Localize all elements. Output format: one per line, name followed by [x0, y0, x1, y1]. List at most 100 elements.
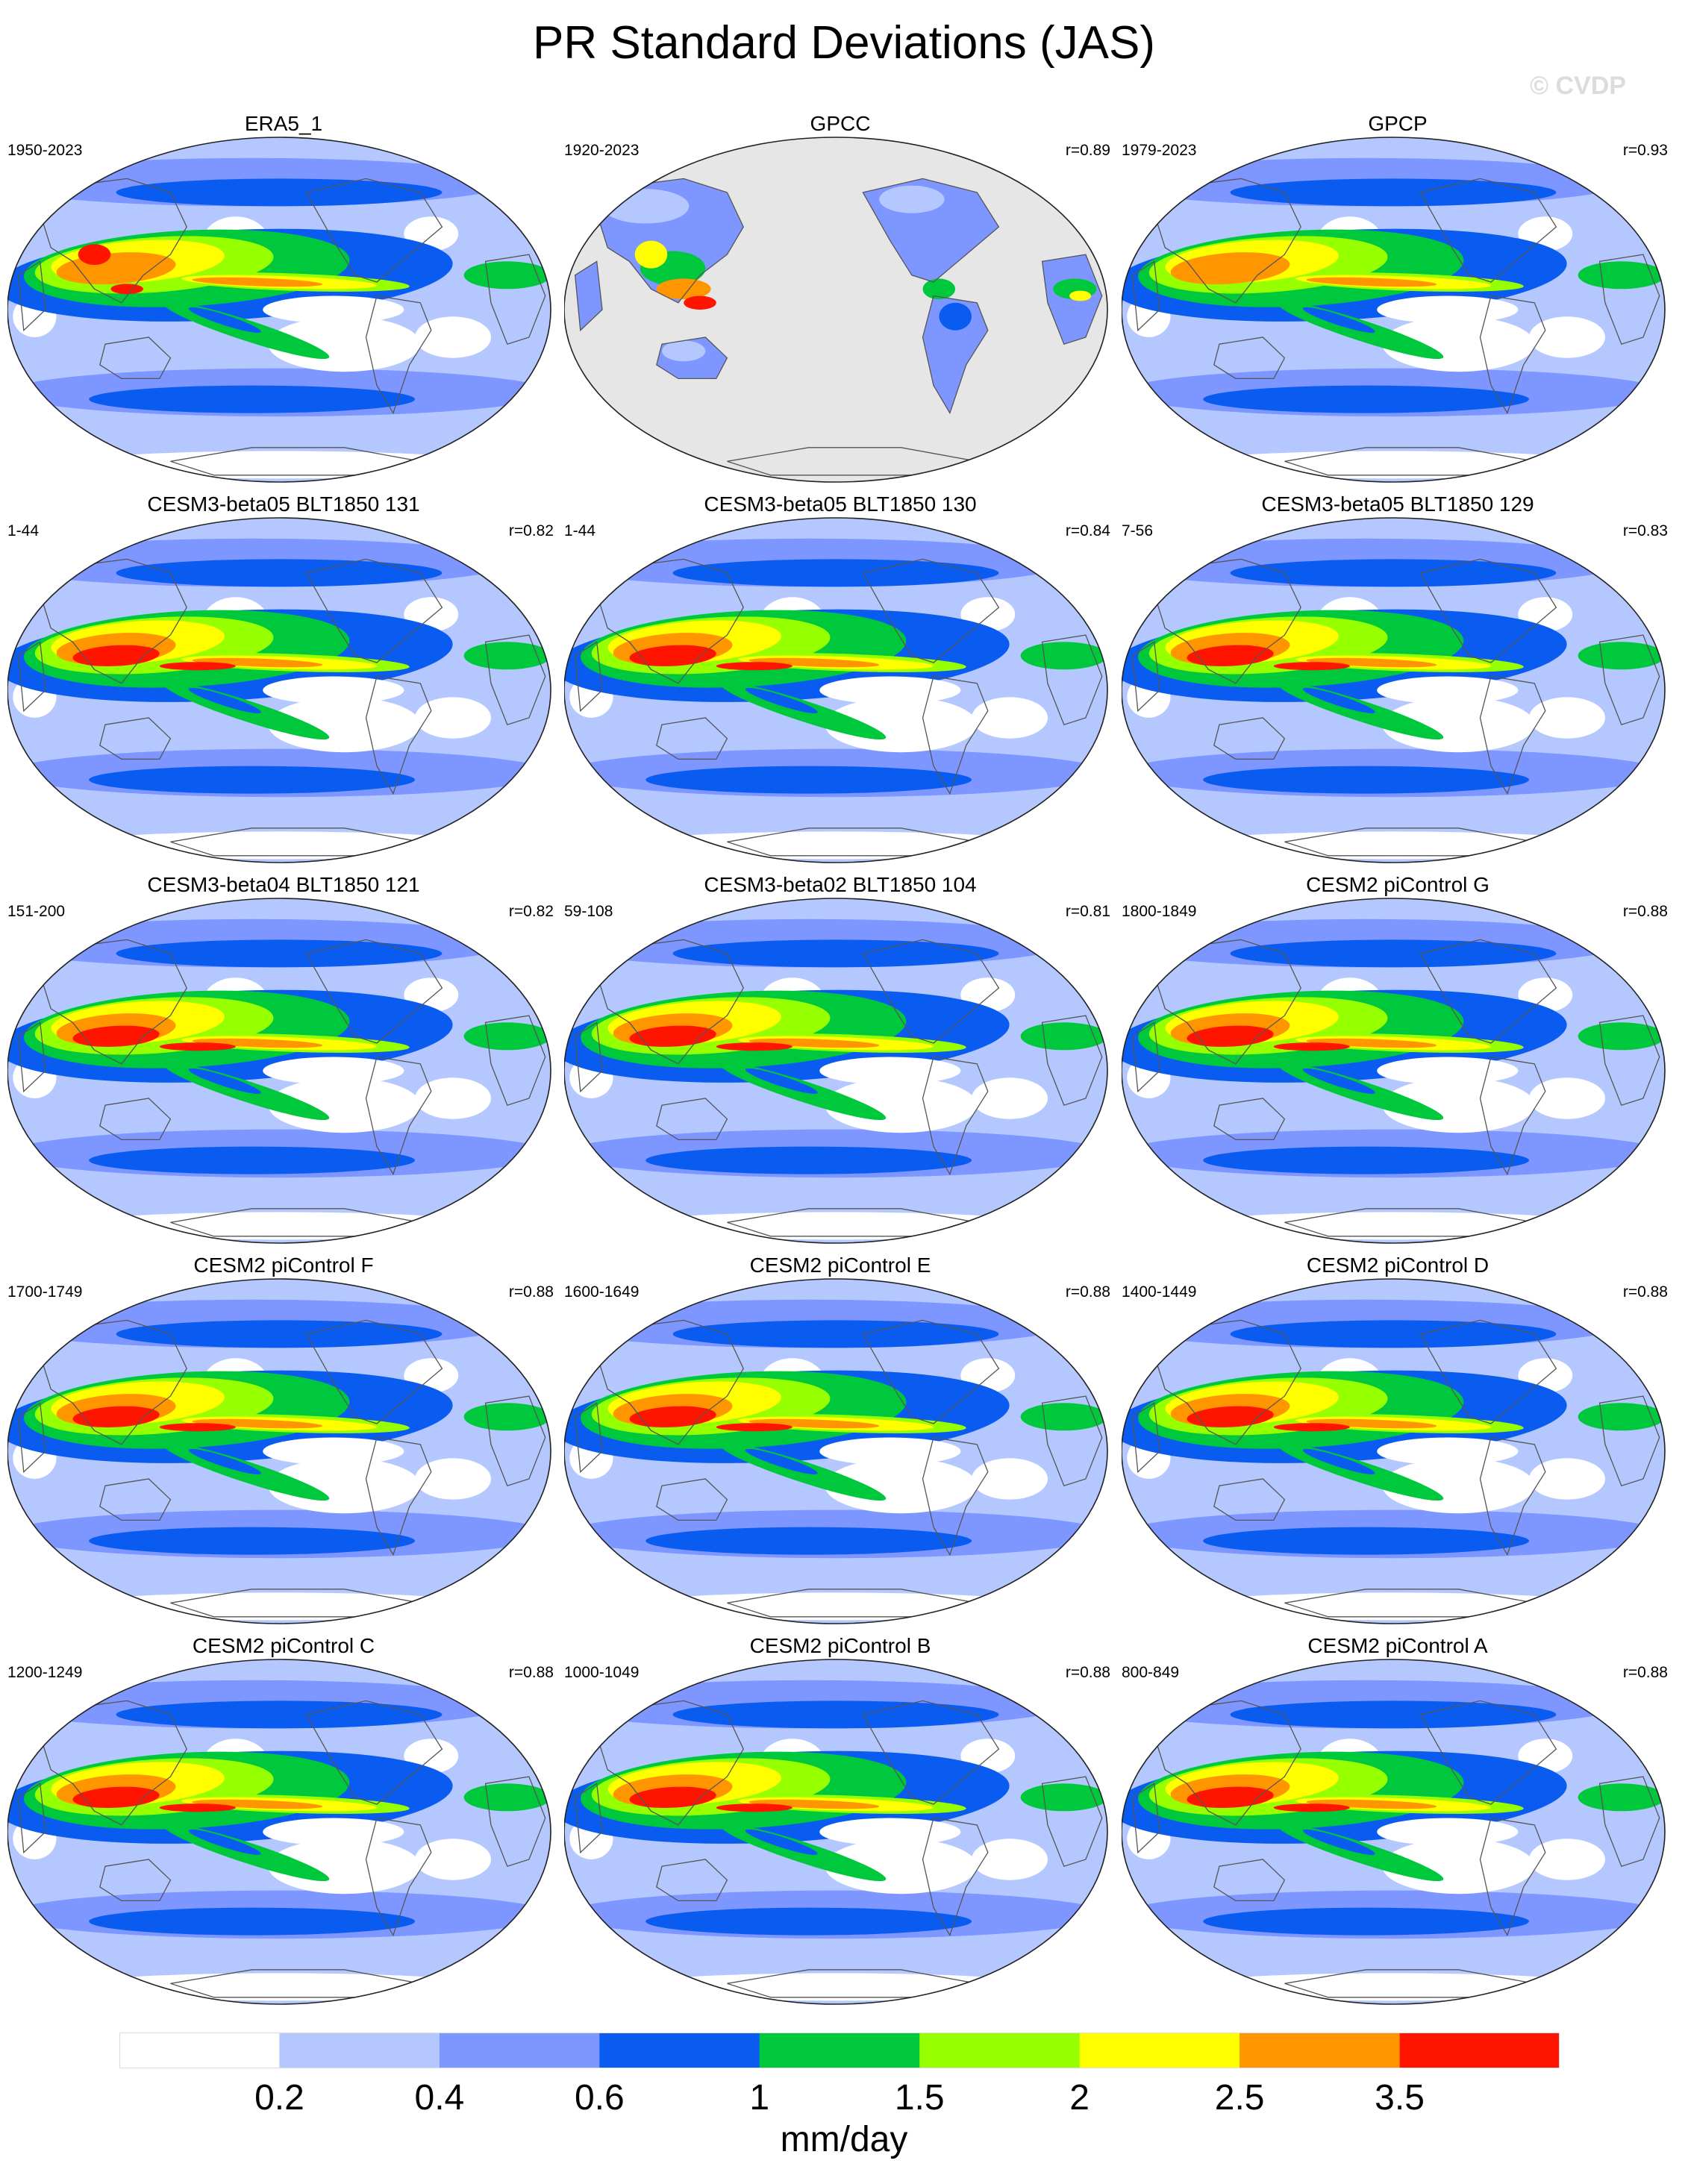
colorbar-tick-label: 2.5	[1214, 2078, 1265, 2118]
panel-title: CESM2 piControl E	[749, 1254, 931, 1277]
panel-pattern-correlation: r=0.89	[1065, 142, 1110, 159]
colorbar-tick-label: 0.2	[254, 2078, 304, 2118]
map-frame	[7, 137, 551, 483]
globe-map	[564, 1278, 1108, 1624]
panel-period: 1920-2023	[564, 142, 640, 159]
panel-pattern-correlation: r=0.88	[1622, 1664, 1668, 1681]
panel-title: GPCP	[1368, 112, 1428, 135]
globe-map	[1122, 137, 1666, 483]
map-frame	[7, 517, 551, 863]
map-panel: CESM2 piControl E 1600-1649 r=0.88	[564, 1254, 1116, 1627]
panel-period: 800-849	[1122, 1664, 1180, 1681]
globe-map	[1122, 1278, 1666, 1624]
precip-field	[1122, 518, 1665, 863]
panel-title: CESM3-beta02 BLT1850 104	[704, 873, 977, 896]
panel-title: CESM2 piControl G	[1306, 873, 1489, 896]
panel-pattern-correlation: r=0.88	[1065, 1283, 1110, 1301]
map-panel: ERA5_1 1950-2023	[7, 112, 560, 485]
panel-pattern-correlation: r=0.88	[1622, 1283, 1668, 1301]
colorbar	[119, 2033, 1560, 2068]
panel-period: 1950-2023	[7, 142, 83, 159]
precip-field	[7, 518, 551, 863]
panel-period: 7-56	[1122, 522, 1154, 539]
colorbar-swatch	[919, 2033, 1081, 2068]
colorbar-swatch	[1240, 2033, 1400, 2068]
precip-field	[564, 518, 1107, 863]
colorbar-tick-label: 3.5	[1375, 2078, 1425, 2118]
map-frame	[564, 1659, 1108, 2005]
coastlines	[17, 558, 546, 857]
panel-title: CESM2 piControl C	[192, 1634, 375, 1657]
panel-pattern-correlation: r=0.83	[1622, 522, 1668, 539]
panel-period: 1000-1049	[564, 1664, 640, 1681]
panel-period: 1-44	[7, 522, 40, 539]
map-panel: CESM2 piControl A 800-849 r=0.88	[1122, 1634, 1674, 2007]
precip-field	[564, 1659, 1107, 2004]
map-panel: CESM2 piControl F 1700-1749 r=0.88	[7, 1254, 560, 1627]
map-panel: CESM3-beta05 BLT1850 129 7-56 r=0.83	[1122, 492, 1674, 866]
map-panel: CESM3-beta02 BLT1850 104 59-108 r=0.81	[564, 873, 1116, 1246]
panel-pattern-correlation: r=0.88	[1065, 1664, 1110, 1681]
map-frame	[564, 1278, 1108, 1624]
cvdp-watermark: © CVDP	[1530, 72, 1626, 100]
map-frame	[7, 1278, 551, 1624]
precip-field	[1122, 1279, 1665, 1624]
map-frame	[1122, 137, 1666, 483]
globe-map	[564, 137, 1108, 483]
panel-title: CESM3-beta05 BLT1850 129	[1261, 492, 1534, 516]
colorbar-tick-label: 0.4	[414, 2078, 465, 2118]
panel-pattern-correlation: r=0.82	[508, 522, 554, 539]
precip-field	[564, 898, 1107, 1243]
coastlines	[574, 1319, 1103, 1618]
panel-title: ERA5_1	[244, 112, 323, 135]
precip-field	[1122, 1659, 1665, 2004]
map-frame	[564, 137, 1108, 483]
colorbar-swatch	[759, 2033, 920, 2068]
panel-period: 1700-1749	[7, 1283, 83, 1301]
colorbar-swatch	[119, 2033, 280, 2068]
figure-title: PR Standard Deviations (JAS)	[533, 17, 1155, 69]
precip-field	[7, 1659, 551, 2004]
colorbar-tick-label: 1.5	[894, 2078, 945, 2118]
panel-pattern-correlation: r=0.88	[508, 1283, 554, 1301]
map-frame	[1122, 1659, 1666, 2005]
panel-pattern-correlation: r=0.81	[1065, 903, 1110, 920]
precip-field	[7, 137, 551, 482]
panel-period: 1-44	[564, 522, 596, 539]
globe-map	[7, 1278, 551, 1624]
globe-map	[1122, 898, 1666, 1244]
panel-title: GPCC	[810, 112, 871, 135]
map-panel: CESM2 piControl C 1200-1249 r=0.88	[7, 1634, 560, 2007]
coastlines	[1131, 178, 1660, 476]
colorbar-swatch	[1399, 2033, 1560, 2068]
panel-pattern-correlation: r=0.88	[1622, 903, 1668, 920]
precip-field	[1122, 898, 1665, 1243]
panel-pattern-correlation: r=0.88	[508, 1664, 554, 1681]
globe-map	[1122, 1659, 1666, 2005]
map-frame	[7, 898, 551, 1244]
panel-title: CESM3-beta05 BLT1850 131	[147, 492, 420, 516]
map-panel: CESM2 piControl G 1800-1849 r=0.88	[1122, 873, 1674, 1246]
panel-title: CESM2 piControl B	[749, 1634, 931, 1657]
colorbar-swatch	[439, 2033, 600, 2068]
coastlines	[17, 1319, 546, 1618]
panel-period: 1200-1249	[7, 1664, 83, 1681]
globe-map	[7, 137, 551, 483]
panel-title: CESM3-beta05 BLT1850 130	[704, 492, 977, 516]
map-panel: CESM2 piControl B 1000-1049 r=0.88	[564, 1634, 1116, 2007]
colorbar-tick-label: 1	[749, 2078, 770, 2118]
coastlines	[574, 939, 1103, 1237]
globe-map	[1122, 517, 1666, 863]
panel-period: 1800-1849	[1122, 903, 1197, 920]
colorbar-swatch	[1079, 2033, 1240, 2068]
colorbar-swatch	[279, 2033, 440, 2068]
map-panel: GPCC 1920-2023 r=0.89	[564, 112, 1116, 485]
panel-pattern-correlation: r=0.84	[1065, 522, 1110, 539]
map-frame	[1122, 1278, 1666, 1624]
map-frame	[1122, 517, 1666, 863]
globe-map	[564, 517, 1108, 863]
precip-field	[7, 1279, 551, 1624]
map-frame	[564, 517, 1108, 863]
map-panel: GPCP 1979-2023 r=0.93	[1122, 112, 1674, 485]
precip-field	[1122, 137, 1665, 482]
